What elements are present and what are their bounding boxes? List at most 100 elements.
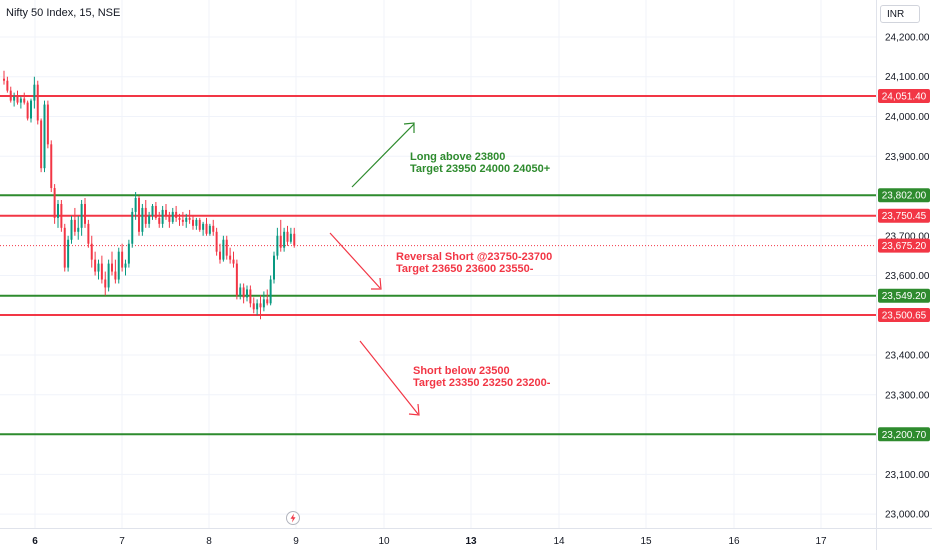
arrow-long-up	[351, 123, 415, 188]
candle-body	[70, 219, 73, 240]
y-tick-label: 24,100.00	[885, 72, 930, 83]
candle-body	[222, 239, 225, 260]
last-price-badge	[878, 238, 930, 253]
x-tick-label: 17	[815, 536, 827, 547]
candle-body	[219, 251, 221, 260]
candle-body	[165, 209, 167, 216]
x-tick-label: 10	[378, 536, 390, 547]
arrow-short-below	[359, 340, 419, 415]
candle-body	[286, 231, 289, 242]
y-tick-label: 23,100.00	[885, 470, 930, 481]
candle-body	[259, 303, 262, 308]
y-tick-label: 24,000.00	[885, 112, 930, 123]
price-badge	[878, 288, 930, 303]
candle-body	[84, 203, 86, 224]
candle-body	[67, 239, 70, 268]
candle-body	[256, 303, 259, 310]
y-tick-label: 23,900.00	[885, 152, 930, 163]
candle-body	[43, 104, 46, 169]
candle-body	[94, 259, 97, 272]
candle-body	[175, 211, 178, 218]
candle-body	[232, 259, 235, 264]
candle-body	[239, 287, 242, 296]
candle-body	[26, 102, 29, 119]
candle-body	[225, 239, 228, 256]
annotation-text: Target 23950 24000 24050+	[410, 163, 550, 175]
candle-body	[198, 219, 201, 230]
candle-body	[80, 203, 83, 228]
candle-body	[246, 289, 248, 298]
candle-body	[127, 243, 130, 264]
candle-body	[266, 299, 269, 304]
candle-body	[9, 90, 12, 101]
candle-body	[188, 217, 191, 220]
candle-body	[19, 98, 22, 103]
candle-body	[30, 100, 32, 119]
candle-body	[104, 279, 107, 288]
price-badge-label: 23,750.45	[882, 211, 927, 222]
annotation-text: Short below 23500	[413, 365, 510, 377]
y-tick-label: 23,000.00	[885, 510, 930, 521]
candle-body	[161, 209, 164, 224]
price-badge	[878, 427, 930, 442]
candle-body	[283, 231, 286, 248]
annotation-text: Reversal Short @23750-23700	[396, 251, 552, 263]
chart-title: Nifty 50 Index, 15, NSE	[6, 7, 121, 19]
price-badge	[878, 308, 930, 323]
candle-body	[77, 227, 80, 232]
levels-layer	[0, 95, 876, 436]
x-tick-label: 7	[119, 536, 125, 547]
candle-body	[16, 96, 19, 103]
annotation-text: Target 23350 23250 23200-	[413, 377, 551, 389]
y-tick-label: 23,600.00	[885, 271, 930, 282]
x-tick-label: 15	[640, 536, 652, 547]
candle-body	[185, 217, 188, 222]
candle-body	[195, 219, 198, 226]
currency-selector[interactable]: INR	[880, 5, 920, 23]
candle-body	[107, 263, 110, 288]
candle-body	[141, 207, 144, 232]
candle-body	[60, 203, 63, 228]
candle-body	[178, 217, 181, 220]
candle-body	[212, 225, 215, 232]
candle-body	[249, 289, 252, 304]
candle-body	[36, 84, 39, 121]
candle-body	[154, 205, 157, 218]
candle-body	[252, 303, 255, 310]
last-price-label: 23,675.20	[882, 241, 927, 252]
candle-body	[205, 223, 208, 234]
candle-body	[124, 263, 127, 268]
candle-body	[269, 279, 272, 304]
candle-body	[23, 98, 26, 103]
arrow-reversal-short-head	[371, 277, 382, 290]
x-tick-label: 9	[293, 536, 299, 547]
candle-body	[46, 104, 49, 145]
price-badge-label: 23,802.00	[882, 191, 927, 202]
candle-body	[57, 203, 59, 218]
price-badge	[878, 188, 930, 203]
candles-layer	[3, 70, 296, 320]
candle-body	[276, 235, 279, 256]
candle-body	[289, 233, 292, 242]
flash-icon[interactable]	[285, 510, 301, 526]
y-tick-label: 24,200.00	[885, 32, 930, 43]
y-tick-label: 23,300.00	[885, 390, 930, 401]
candle-body	[90, 243, 93, 260]
candle-body	[158, 217, 161, 224]
arrow-long-up-head	[403, 122, 415, 133]
price-badge	[878, 208, 930, 223]
price-badge-label: 23,200.70	[882, 430, 927, 441]
x-tick-label: 8	[206, 536, 212, 547]
candle-body	[121, 251, 124, 268]
candle-body	[293, 233, 296, 246]
candle-body	[262, 299, 265, 308]
candle-body	[134, 198, 137, 212]
price-badge-label: 24,051.40	[882, 92, 927, 103]
candle-body	[13, 96, 16, 101]
candle-body	[3, 78, 5, 81]
y-tick-label: 23,400.00	[885, 351, 930, 362]
